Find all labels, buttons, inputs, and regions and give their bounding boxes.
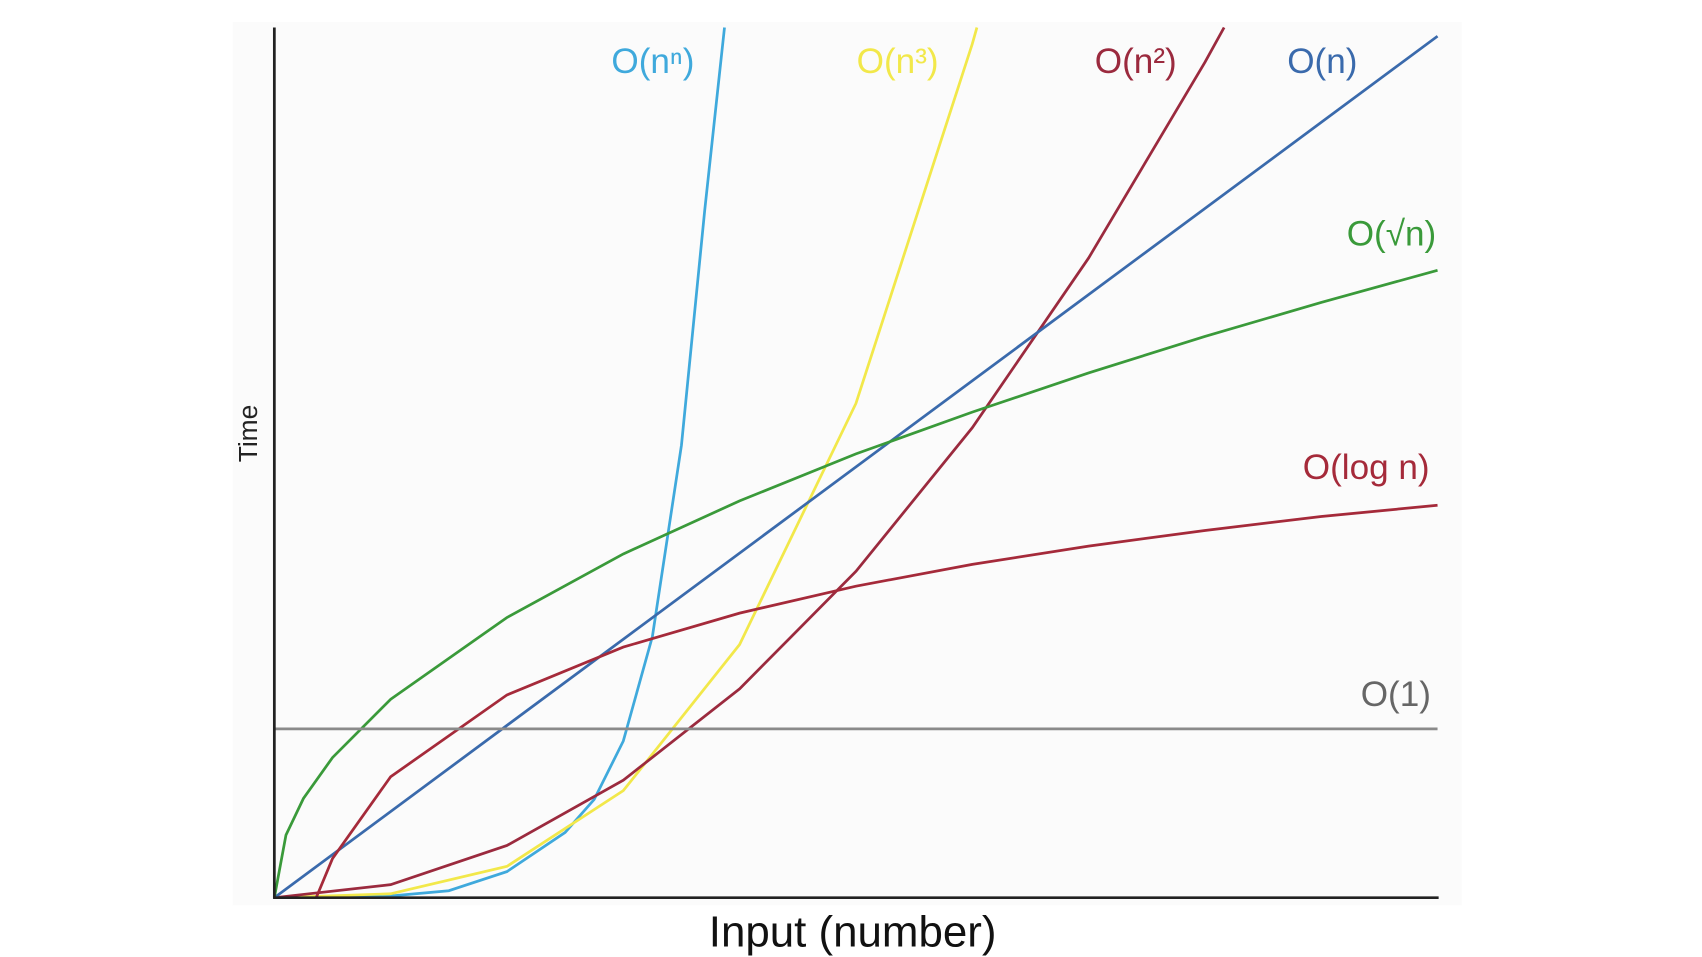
series-label: O(1) — [1361, 675, 1431, 714]
x-axis-label: Input (number) — [709, 908, 997, 957]
series-line — [272, 268, 1438, 898]
series-line — [274, 27, 726, 900]
series-label: O(nⁿ) — [611, 42, 694, 81]
series-line — [273, 35, 1439, 899]
series-line — [274, 27, 979, 900]
series-line — [314, 503, 1438, 899]
y-axis-label: Time — [233, 405, 263, 463]
series-label: O(n) — [1287, 42, 1357, 81]
series-line — [274, 26, 1226, 900]
series-label: O(n²) — [1095, 42, 1177, 81]
series-label: O(√n) — [1347, 214, 1437, 253]
series-label: O(n³) — [857, 42, 939, 81]
plot-area — [272, 26, 1439, 900]
series-label: O(log n) — [1303, 448, 1430, 487]
